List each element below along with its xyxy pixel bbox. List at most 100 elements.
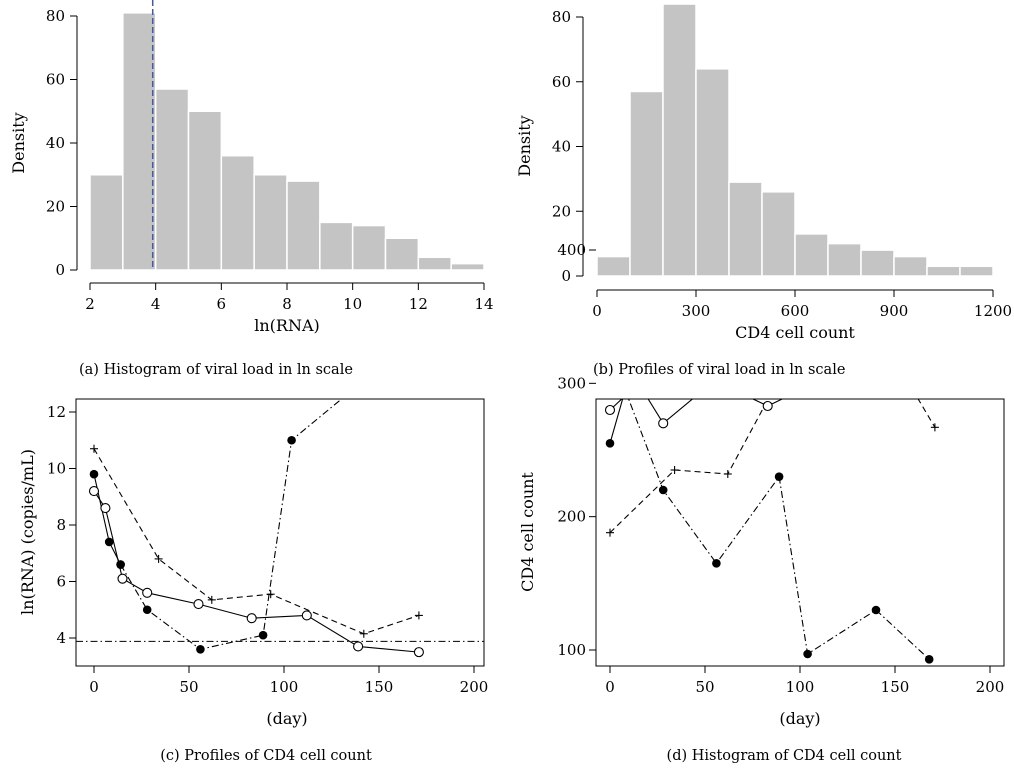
data-point-plus: [606, 528, 614, 537]
y-tick-label: 8: [56, 516, 66, 534]
x-tick-label: 4: [151, 295, 161, 313]
y-tick-label: 10: [47, 460, 66, 478]
x-tick-label: 150: [365, 678, 394, 696]
data-point-plus: [414, 611, 423, 620]
y-tick-label: 6: [56, 573, 66, 591]
series-line: [609, 399, 784, 425]
histogram-bar: [662, 3, 697, 277]
data-point-open: [634, 379, 643, 388]
y-axis-label: ln(RNA) (copies/mL): [18, 449, 37, 615]
y-tick-label: 80: [46, 7, 65, 25]
panel-caption: (c) Profiles of CD4 cell count: [160, 748, 372, 764]
data-point-open: [193, 599, 204, 610]
data-point-open: [658, 418, 669, 429]
x-tick-label: 300: [682, 302, 711, 320]
panel-caption: (d) Histogram of CD4 cell count: [667, 748, 902, 764]
y-tick-label: 20: [552, 202, 571, 220]
x-tick-label: 900: [880, 302, 909, 320]
x-tick-label: 12: [409, 295, 428, 313]
histogram-bar: [122, 12, 157, 271]
y-axis-label: Density: [515, 115, 534, 176]
histogram-bar: [860, 249, 895, 277]
data-point-filled: [116, 560, 125, 569]
histogram-bar: [926, 265, 961, 277]
histogram-bar: [959, 265, 994, 277]
data-point-plus: [670, 466, 679, 474]
y-tick-label: 60: [46, 71, 65, 89]
data-point-open: [353, 641, 364, 652]
data-point-open: [88, 486, 100, 497]
histogram-bar: [187, 110, 223, 271]
x-tick-label: 50: [695, 678, 714, 696]
histogram-bar: [761, 191, 796, 277]
series-line: [93, 490, 419, 653]
data-point-open: [100, 502, 111, 514]
x-axis-label: CD4 cell count: [735, 323, 855, 342]
y-axis-label: CD4 cell count: [518, 472, 537, 592]
y-tick-label: 100: [557, 641, 586, 659]
y-tick-label: 12: [47, 403, 66, 421]
data-point-plus: [266, 590, 275, 599]
x-tick-label: 100: [786, 678, 815, 696]
histogram-bar: [728, 181, 763, 277]
histogram-bar: [695, 68, 730, 277]
x-tick-label: 100: [270, 678, 299, 696]
panel-b: 0 300 600 900 1200 0 20 40 60 80 CD4 cell count Den…: [515, 3, 1012, 378]
x-tick-label: 0: [89, 678, 99, 696]
y-tick-label: 4: [56, 629, 66, 647]
histogram-bar: [319, 221, 354, 271]
histogram-bar: [794, 233, 829, 277]
series-line: [609, 399, 936, 534]
panel-a: 2 4 6 8 10 12 14 0 20 40 60 80 ln(RNA) Density (a) His…: [9, 0, 494, 378]
data-point-open: [413, 647, 424, 658]
data-point-filled: [287, 435, 296, 445]
y-tick-label: 200: [557, 508, 586, 526]
y-tick-label: 60: [552, 73, 571, 91]
x-tick-label: 10: [343, 295, 362, 313]
x-tick-label: 150: [881, 678, 910, 696]
x-tick-label: 0: [605, 678, 615, 696]
histogram-bar: [629, 90, 664, 277]
y-tick-label: 20: [46, 198, 65, 216]
panel-caption: (a) Histogram of viral load in ln scale: [79, 362, 353, 378]
x-tick-label: 6: [217, 295, 227, 313]
histogram-bar: [351, 224, 387, 271]
data-point-filled: [774, 472, 784, 481]
data-point-plus: [90, 444, 98, 453]
x-axis-label: (day): [779, 709, 820, 728]
y-tick-label: 300: [557, 374, 586, 392]
y-tick-label: 80: [552, 8, 571, 26]
y-tick-label: 400: [557, 241, 586, 259]
x-tick-label: 14: [474, 295, 493, 313]
histogram-bar: [893, 255, 928, 277]
data-point-filled: [605, 439, 615, 448]
histogram-bar: [220, 154, 255, 271]
x-tick-label: 600: [781, 302, 810, 320]
data-point-filled: [621, 386, 630, 395]
panel-caption: (b) Profiles of viral load in ln scale: [593, 362, 845, 378]
data-point-filled: [924, 655, 934, 664]
histogram-bar: [827, 242, 862, 277]
data-point-open: [117, 573, 128, 584]
data-point-filled: [658, 485, 668, 495]
data-point-open: [246, 613, 257, 624]
data-point-open: [762, 400, 773, 412]
data-point-filled: [871, 605, 881, 615]
data-point-filled: [104, 537, 114, 547]
histogram-bar: [154, 88, 190, 271]
data-point-filled: [258, 630, 268, 640]
data-point-filled: [89, 469, 99, 479]
x-tick-label: 8: [282, 295, 292, 313]
x-tick-label: 200: [976, 678, 1005, 696]
data-point-filled: [142, 605, 152, 615]
x-tick-label: 0: [592, 302, 602, 320]
series-line: [93, 448, 420, 635]
data-point-plus: [876, 330, 884, 338]
plot-frame: [595, 398, 1005, 667]
y-tick-label: 0: [561, 267, 571, 285]
data-point-plus: [723, 470, 732, 478]
histogram-bar: [286, 180, 321, 271]
y-tick-label: 40: [552, 138, 571, 156]
series-line: [628, 399, 930, 660]
series-line: [120, 399, 343, 650]
